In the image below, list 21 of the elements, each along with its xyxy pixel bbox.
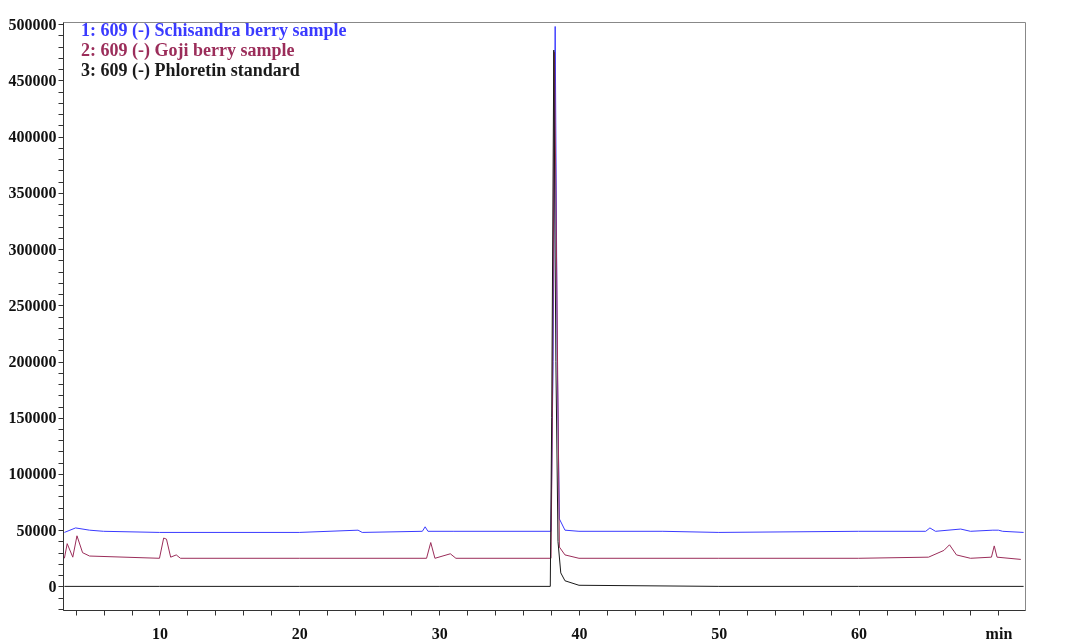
y-tick-label: 450000 [8, 71, 57, 89]
x-tick-label: 60 [851, 624, 868, 639]
y-tick-label: 0 [48, 577, 57, 595]
x-tick-label: 30 [431, 624, 448, 639]
x-tick-label: min [985, 624, 1013, 639]
text: 1: 609 (-) Schisandra berry sample [81, 20, 347, 41]
y-tick-label: 300000 [8, 240, 57, 258]
y-tick-label: 100000 [8, 465, 57, 483]
y-tick-label: 150000 [8, 409, 57, 427]
y-tick-label: 200000 [8, 353, 57, 371]
y-tick-label: 500000 [8, 15, 57, 33]
text: 2: 609 (-) Goji berry sample [81, 40, 295, 61]
text: 3: 609 (-) Phloretin standard [81, 60, 300, 81]
x-tick-label: 40 [571, 624, 588, 639]
x-tick-label: 50 [711, 624, 728, 639]
x-tick-label: 20 [291, 624, 308, 639]
y-tick-label: 400000 [8, 128, 57, 146]
y-tick-label: 250000 [8, 296, 57, 314]
x-tick-label: 10 [151, 624, 168, 639]
y-tick-label: 50000 [16, 521, 57, 539]
y-tick-label: 350000 [8, 184, 57, 202]
